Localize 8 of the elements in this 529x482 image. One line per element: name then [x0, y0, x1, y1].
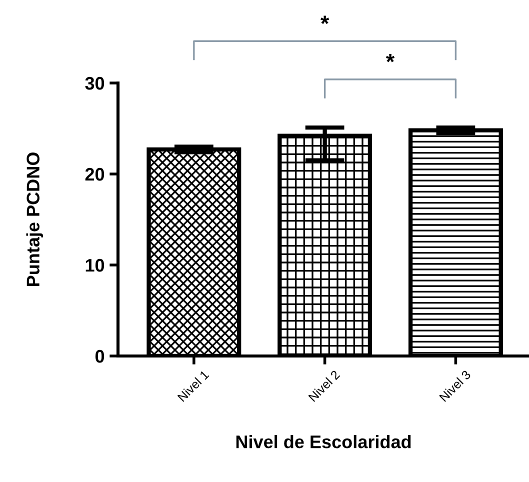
- text: *: [386, 54, 395, 62]
- y-axis-title: Puntaje PCDNO: [26, 152, 44, 286]
- y-tick-label: 0: [95, 350, 104, 363]
- y-tick-label: 30: [85, 76, 104, 90]
- y-tick-label: 20: [85, 168, 104, 181]
- y-tick-label: 10: [86, 258, 104, 272]
- text: *: [320, 16, 330, 24]
- x-axis-title: Nivel de Escolaridad: [236, 435, 411, 448]
